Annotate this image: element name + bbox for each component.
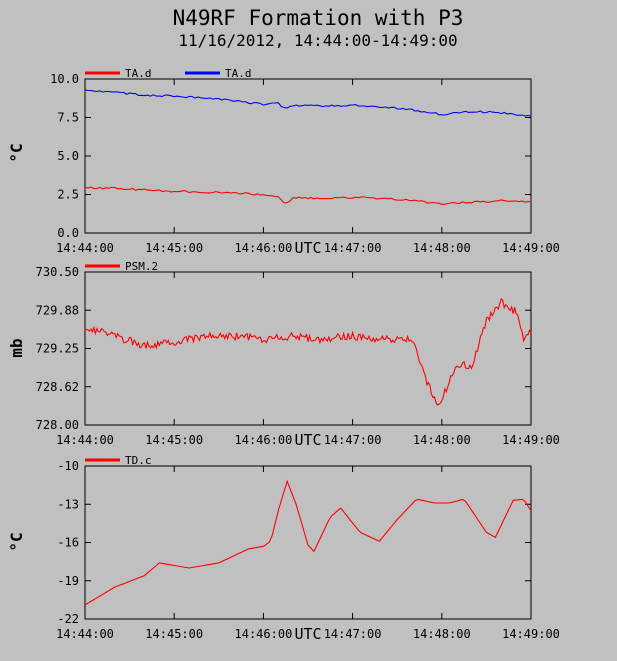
y-axis-label: mb: [7, 338, 26, 357]
x-tick-label: 14:44:00: [56, 241, 114, 255]
legend-label: TD.c: [125, 454, 152, 467]
y-tick-label: 5.0: [57, 149, 79, 163]
x-tick-label: 14:45:00: [145, 627, 203, 641]
y-tick-label: 728.62: [36, 380, 79, 394]
x-tick-label: 14:46:00: [235, 241, 293, 255]
panel-1: 0.0 2.5 5.0 7.5 10.0 14:44:00 14:45:00 14:46:00…: [7, 67, 560, 257]
series-line-1: [84, 479, 532, 606]
y-tick-label: 10.0: [50, 72, 79, 86]
x-axis-label: UTC: [294, 431, 321, 449]
y-tick-label: -22: [57, 612, 79, 626]
panel-3: -22 -19 -16 -13 -10 14:44:00 14:45:00 14:46:00 1…: [7, 454, 560, 643]
x-tick-label: 14:45:00: [145, 241, 203, 255]
legend-label: TA.d: [225, 67, 252, 80]
chart-subtitle: 11/16/2012, 14:44:00-14:49:00: [178, 31, 457, 50]
y-tick-label: -10: [57, 459, 79, 473]
y-tick-label: 730.50: [36, 265, 79, 279]
x-tick-label: 14:47:00: [324, 627, 382, 641]
series-line-2: [84, 89, 532, 117]
y-tick-label: 7.5: [57, 111, 79, 125]
plot-frame: [84, 271, 532, 426]
y-axis-label: °C: [7, 532, 26, 551]
y-tick-label: -13: [57, 497, 79, 511]
panel-2: 728.00 728.62 729.25 729.88 730.50 14:44:00 14…: [7, 260, 560, 449]
plot-frame: [84, 465, 532, 620]
x-tick-label: 14:49:00: [502, 241, 560, 255]
y-tick-label: 2.5: [57, 188, 79, 202]
x-tick-label: 14:46:00: [235, 433, 293, 447]
plot-frame: [84, 78, 532, 234]
y-axis-label: °C: [7, 143, 26, 162]
series-line-1: [84, 186, 532, 205]
series-line-1: [84, 297, 532, 406]
x-tick-label: 14:46:00: [235, 627, 293, 641]
y-tick-label: 729.88: [36, 303, 79, 317]
y-tick-label: -19: [57, 574, 79, 588]
y-tick-label: -16: [57, 536, 79, 550]
legend-label: TA.d: [125, 67, 152, 80]
x-tick-label: 14:47:00: [324, 433, 382, 447]
x-tick-label: 14:48:00: [413, 627, 471, 641]
x-tick-label: 14:47:00: [324, 241, 382, 255]
x-tick-label: 14:48:00: [413, 433, 471, 447]
y-tick-label: 728.00: [36, 418, 79, 432]
x-tick-label: 14:44:00: [56, 627, 114, 641]
x-axis-label: UTC: [294, 239, 321, 257]
x-tick-label: 14:44:00: [56, 433, 114, 447]
chart-title: N49RF Formation with P3: [173, 6, 464, 30]
x-tick-label: 14:49:00: [502, 627, 560, 641]
x-tick-label: 14:48:00: [413, 241, 471, 255]
x-axis-label: UTC: [294, 625, 321, 643]
x-tick-label: 14:45:00: [145, 433, 203, 447]
y-tick-label: 729.25: [36, 342, 79, 356]
legend-label: PSM.2: [125, 260, 158, 273]
y-tick-label: 0.0: [57, 226, 79, 240]
x-tick-label: 14:49:00: [502, 433, 560, 447]
